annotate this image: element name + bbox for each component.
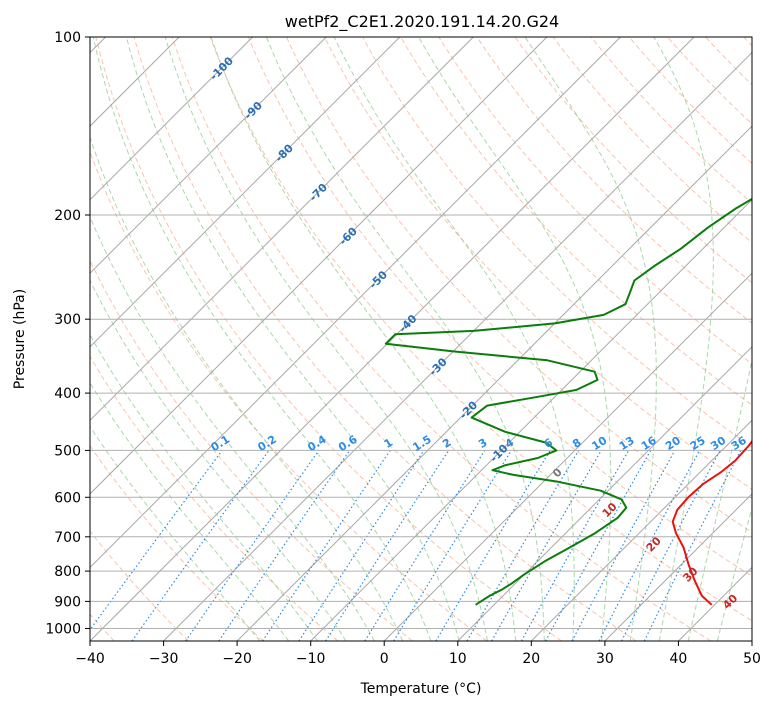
- x-axis-label: Temperature (°C): [360, 681, 482, 697]
- y-tick-label: 600: [54, 490, 81, 506]
- x-tick-label: 50: [743, 651, 761, 667]
- x-tick-label: 10: [449, 651, 467, 667]
- y-tick-label: 1000: [45, 622, 81, 638]
- x-tick-label: 30: [596, 651, 614, 667]
- y-tick-label: 900: [54, 594, 81, 610]
- y-tick-label: 100: [54, 30, 81, 46]
- y-tick-label: 200: [54, 208, 81, 224]
- y-tick-label: 500: [54, 443, 81, 459]
- chart-title: wetPf2_C2E1.2020.191.14.20.G24: [285, 12, 559, 32]
- x-tick-label: −30: [149, 651, 179, 667]
- x-tick-label: −10: [296, 651, 326, 667]
- x-tick-label: −40: [75, 651, 105, 667]
- y-tick-label: 700: [54, 530, 81, 546]
- x-tick-label: −20: [222, 651, 252, 667]
- x-tick-label: 20: [522, 651, 540, 667]
- x-tick-label: 40: [669, 651, 687, 667]
- y-tick-label: 800: [54, 564, 81, 580]
- y-tick-label: 400: [54, 386, 81, 402]
- y-tick-label: 300: [54, 312, 81, 328]
- x-tick-label: 0: [380, 651, 389, 667]
- y-axis-label: Pressure (hPa): [12, 289, 28, 389]
